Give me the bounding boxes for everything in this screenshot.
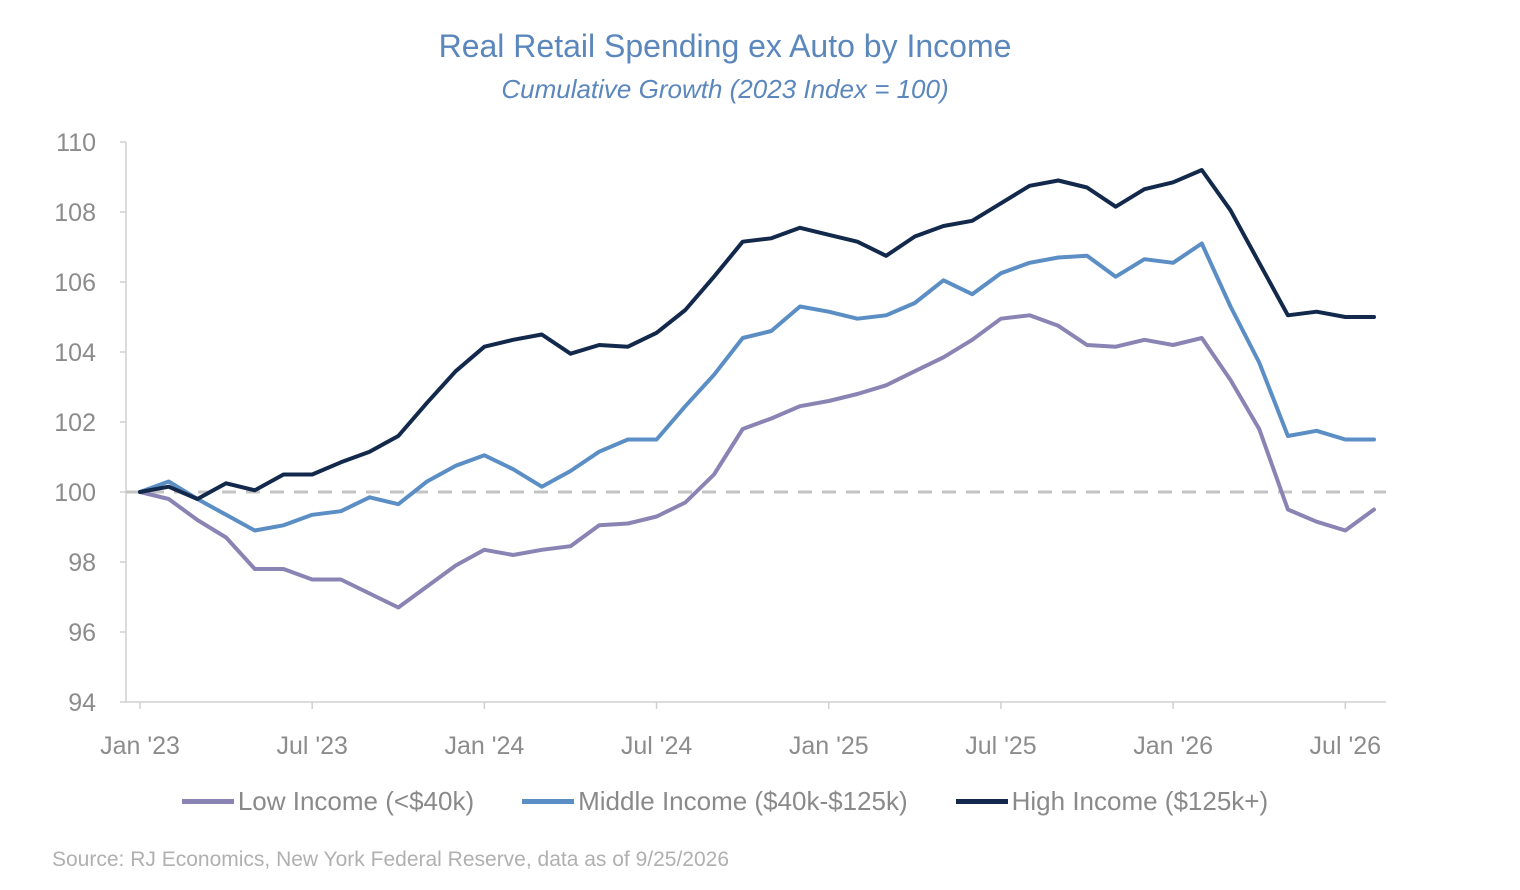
- legend-item-middle-income: Middle Income ($40k-$125k): [522, 786, 908, 817]
- x-tick-label: Jul '26: [1310, 732, 1381, 760]
- x-tick-label: Jul '25: [965, 732, 1036, 760]
- y-tick-label: 110: [56, 129, 96, 157]
- legend-swatch-high-income: [955, 799, 1008, 804]
- y-tick-label: 94: [68, 689, 96, 717]
- x-tick-label: Jan '23: [100, 732, 180, 760]
- legend-label-low-income: Low Income (<$40k): [237, 786, 475, 816]
- y-tick-label: 96: [68, 619, 96, 647]
- y-tick-label: 106: [54, 269, 96, 297]
- legend-label-middle-income: Middle Income ($40k-$125k): [578, 786, 908, 816]
- chart-axes: 94 96 98 100 102 104 106 108 110 Jan '23 Jul '23 Ja…: [54, 129, 1386, 760]
- series-line-low-income: [138, 313, 1376, 610]
- y-tick-label: 102: [54, 409, 96, 437]
- x-tick-label: Jan '26: [1133, 732, 1213, 760]
- x-tick-label: Jul '23: [276, 732, 347, 760]
- series-lines: [138, 168, 1376, 610]
- series-line-middle-income: [138, 241, 1376, 533]
- legend-item-low-income: Low Income (<$40k): [181, 786, 475, 817]
- y-tick-label: 98: [68, 549, 96, 577]
- series-line-high-income: [138, 168, 1376, 501]
- chart-subtitle: Cumulative Growth (2023 Index = 100): [501, 74, 949, 104]
- y-tick-label: 108: [54, 199, 96, 227]
- source-note: Source: RJ Economics, New York Federal R…: [52, 848, 730, 871]
- x-tick-label: Jan '25: [789, 732, 869, 760]
- legend-swatch-low-income: [181, 799, 234, 804]
- chart-title: Real Retail Spending ex Auto by Income: [438, 28, 1012, 64]
- x-tick-label: Jan '24: [444, 732, 524, 760]
- y-tick-label: 100: [54, 479, 96, 507]
- y-tick-label: 104: [54, 339, 96, 367]
- chart-legend: Low Income (<$40k) Middle Income ($40k-$…: [0, 786, 1450, 817]
- legend-label-high-income: High Income ($125k+): [1011, 786, 1269, 816]
- x-tick-label: Jul '24: [621, 732, 693, 760]
- legend-swatch-middle-income: [522, 799, 575, 804]
- legend-item-high-income: High Income ($125k+): [955, 786, 1269, 817]
